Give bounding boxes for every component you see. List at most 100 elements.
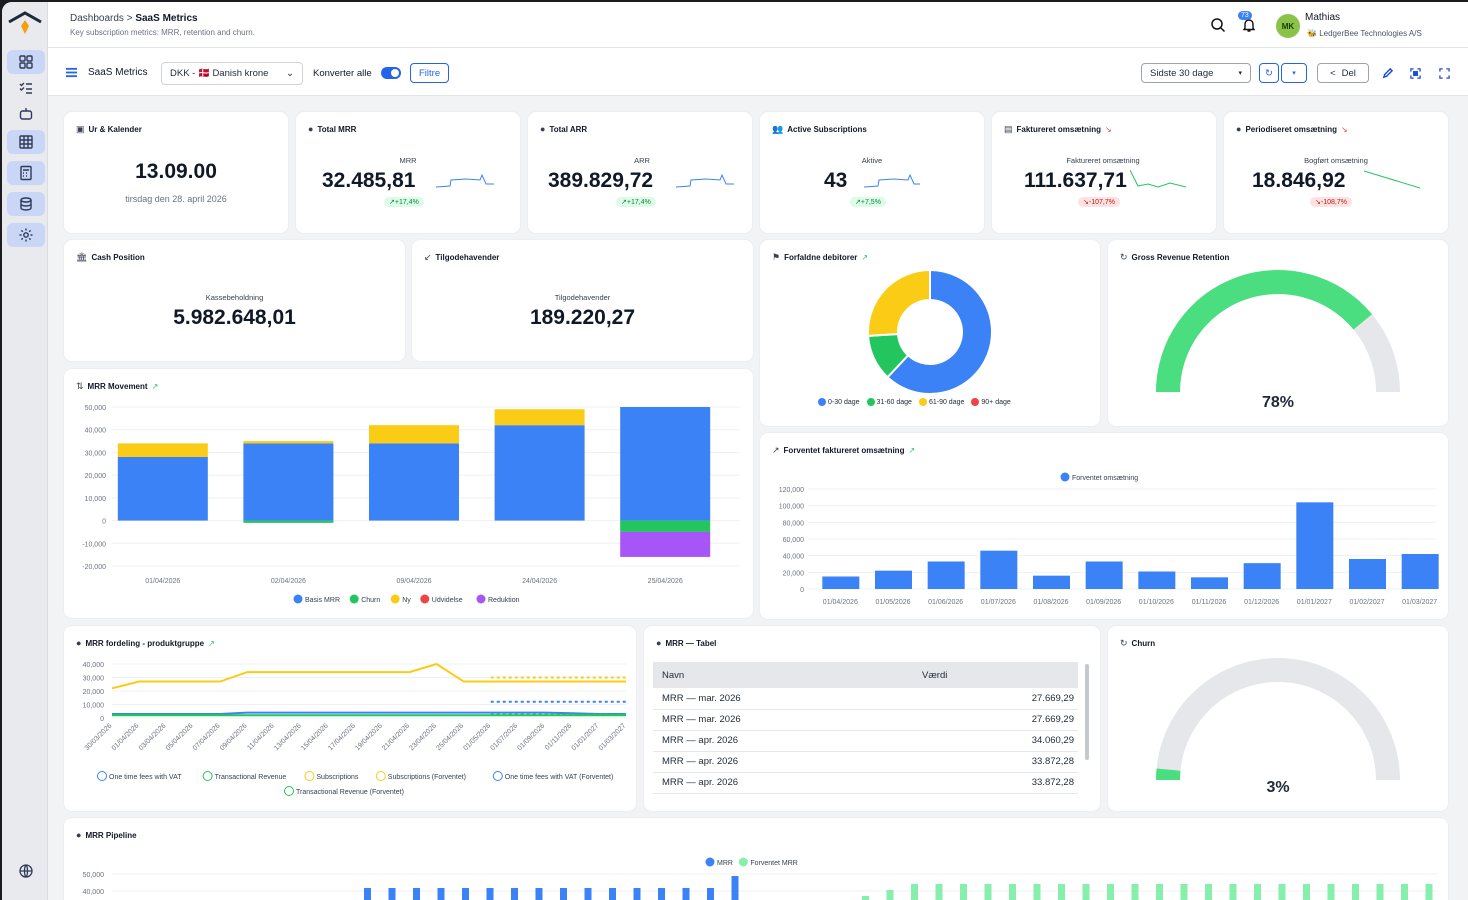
refresh-icon: ↻ bbox=[1120, 638, 1128, 648]
forecast-bar bbox=[927, 561, 965, 589]
search-icon[interactable] bbox=[1210, 17, 1226, 33]
column-header-name[interactable]: Navn bbox=[653, 662, 913, 688]
dashboard-name[interactable]: SaaS Metrics bbox=[88, 67, 148, 78]
bank-icon: 🏛 bbox=[76, 252, 88, 262]
clock-calendar-card: ▣ Ur & Kalender 13.09.00 tirsdag den 28. … bbox=[64, 112, 288, 233]
trend-down-icon: ↘ bbox=[1341, 124, 1348, 134]
table-row[interactable]: MRR — mar. 2026 27.669,29 bbox=[653, 688, 1078, 710]
legend-item[interactable]: 90+ dage bbox=[971, 398, 1011, 406]
caret-down-icon: ▾ bbox=[1292, 70, 1296, 77]
y-tick-label: 10,000 bbox=[83, 703, 105, 710]
focus-icon[interactable] bbox=[1410, 68, 1421, 79]
nav-tasks-icon[interactable] bbox=[7, 76, 45, 100]
fullscreen-icon[interactable] bbox=[1439, 68, 1450, 79]
kpi-value: 32.485,81 bbox=[322, 169, 416, 192]
pipeline-bar-mrr bbox=[633, 888, 641, 900]
dashboard-toolbar: SaaS Metrics DKK - 🇩🇰 Danish krone ⌄ Konv… bbox=[48, 48, 1468, 96]
legend-dot bbox=[705, 857, 715, 867]
trend-up-icon: ↗ bbox=[389, 199, 395, 206]
nav-table-icon[interactable] bbox=[7, 130, 45, 154]
pipeline-bar-mrr bbox=[609, 888, 616, 900]
edit-icon[interactable] bbox=[1382, 68, 1393, 79]
x-tick-label: 01/05/2026 bbox=[462, 722, 492, 752]
table-row[interactable]: MRR — apr. 2026 33.872,28 bbox=[653, 772, 1078, 794]
total-arr-card: ● Total ARR ARR 389.829,72 ↗+17,4% bbox=[528, 112, 752, 233]
column-header-value[interactable]: Værdi bbox=[913, 662, 1078, 688]
legend-dot bbox=[1060, 472, 1070, 482]
kpi-change: +17,4% bbox=[626, 199, 651, 206]
pipeline-bar-forecast bbox=[1425, 884, 1433, 900]
refresh-options-button[interactable]: ▾ bbox=[1281, 63, 1307, 83]
breadcrumb-dashboards-link[interactable]: Dashboards bbox=[70, 13, 124, 24]
gauge-fill bbox=[1156, 768, 1181, 780]
pipeline-bar-mrr bbox=[658, 888, 665, 900]
bee-icon: 🐝 bbox=[1307, 29, 1317, 38]
table-row[interactable]: MRR — apr. 2026 34.060,29 bbox=[653, 730, 1078, 752]
forecast-bar bbox=[1191, 577, 1228, 589]
kpi-value: 18.846,92 bbox=[1252, 169, 1346, 192]
pipeline-bar-forecast bbox=[1180, 884, 1188, 900]
dollar-icon: ● bbox=[308, 124, 314, 134]
distribution-line-chart: 40,000 30,000 20,000 10,000 030/03/202601/04… bbox=[83, 662, 627, 796]
nav-settings-icon[interactable] bbox=[7, 223, 45, 247]
convert-all-toggle[interactable] bbox=[381, 67, 401, 79]
dollar-icon: ● bbox=[656, 638, 662, 648]
table-row[interactable]: MRR — apr. 2026 33.872,28 bbox=[653, 751, 1078, 773]
table-scrollbar[interactable] bbox=[1085, 664, 1089, 760]
x-tick-label: 01/06/2026 bbox=[928, 599, 963, 606]
forecast-chart: 120,000 100,000 80,000 60,000 40,000 20,000 0 0… bbox=[779, 472, 1439, 606]
y-tick-label: 40,000 bbox=[85, 428, 107, 435]
currency-select[interactable]: DKK - 🇩🇰 Danish krone ⌄ bbox=[161, 62, 303, 85]
legend-dot bbox=[866, 398, 875, 406]
kpi-change: -107,7% bbox=[1088, 199, 1115, 206]
avatar[interactable]: MK bbox=[1276, 14, 1300, 38]
pipeline-bar-mrr bbox=[731, 876, 739, 900]
table-header-row: Navn Værdi bbox=[653, 662, 1078, 688]
legend-dot bbox=[918, 398, 927, 406]
share-button[interactable]: < Del bbox=[1317, 63, 1369, 83]
ledgerbee-logo[interactable] bbox=[7, 10, 43, 40]
card-title: ▣ Ur & Kalender bbox=[76, 124, 142, 135]
nav-calculator-icon[interactable] bbox=[7, 161, 45, 185]
line-subscriptions bbox=[111, 662, 626, 690]
trend-up-icon: ↗ bbox=[151, 382, 159, 391]
dashboard-list-icon[interactable] bbox=[66, 67, 77, 78]
legend-label: Basis MRR bbox=[305, 597, 340, 604]
legend-item[interactable]: 61-90 dage bbox=[918, 398, 964, 406]
pipeline-bar-forecast bbox=[1205, 884, 1212, 900]
page-subtitle: Key subscription metrics: MRR, retention… bbox=[70, 28, 255, 37]
y-tick-label: 60,000 bbox=[783, 537, 805, 544]
pipeline-bar-mrr bbox=[437, 888, 445, 900]
kpi-change: +7,5% bbox=[860, 199, 881, 206]
user-name[interactable]: Mathias bbox=[1305, 12, 1341, 23]
nav-database-icon[interactable] bbox=[7, 192, 45, 216]
legend-label: Forventet MRR bbox=[750, 860, 797, 867]
nav-dashboards-icon[interactable] bbox=[7, 50, 45, 74]
pipeline-bar-mrr bbox=[511, 888, 518, 900]
pipeline-bar-mrr bbox=[388, 888, 396, 900]
invoiced-revenue-card: ▤ Faktureret omsætning ↘ Faktureret omsætn… bbox=[992, 112, 1216, 233]
y-tick-label: 10,000 bbox=[85, 496, 107, 503]
nav-robot-icon[interactable] bbox=[7, 102, 45, 126]
receivables-card: ↙ Tilgodehavender Tilgodehavender 189.220… bbox=[412, 240, 753, 361]
table-row[interactable]: MRR — mar. 2026 27.669,29 bbox=[653, 709, 1078, 731]
card-title-text: Ur & Kalender bbox=[88, 125, 142, 134]
globe-icon[interactable] bbox=[7, 859, 45, 883]
legend-item[interactable]: 31-60 dage bbox=[866, 398, 912, 406]
legend-dot bbox=[971, 398, 980, 406]
trend-down-icon: ↘ bbox=[1315, 199, 1321, 206]
kpi-change-badge: ↗+17,4% bbox=[616, 197, 656, 207]
total-mrr-card: ● Total MRR MRR 32.485,81 ↗+17,4% bbox=[296, 112, 520, 233]
bell-icon[interactable] bbox=[1241, 17, 1257, 33]
filter-button[interactable]: Filtre bbox=[410, 63, 450, 83]
period-select[interactable]: Sidste 30 dage ▾ bbox=[1141, 63, 1251, 83]
cell-value: 27.669,29 bbox=[913, 688, 1078, 710]
legend-item[interactable]: 0-30 dage bbox=[818, 398, 860, 406]
forecast-bar bbox=[1243, 563, 1281, 589]
x-tick-label: 21/04/2026 bbox=[381, 722, 411, 752]
x-tick-label: 05/04/2026 bbox=[165, 722, 195, 752]
forecast-bar bbox=[1085, 561, 1123, 589]
x-tick-label: 30/03/2026 bbox=[84, 722, 114, 752]
dollar-icon: ● bbox=[540, 124, 546, 134]
refresh-button[interactable]: ↻ bbox=[1259, 63, 1279, 83]
